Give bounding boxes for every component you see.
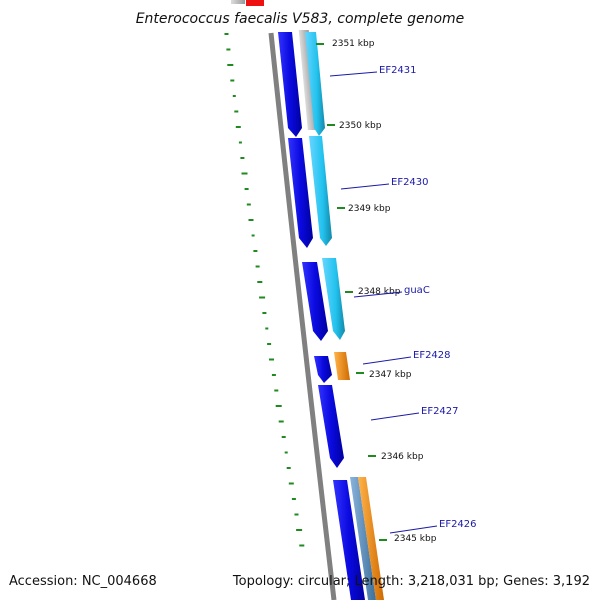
gene-label: EF2426 <box>439 519 477 530</box>
map-title: Enterococcus faecalis V583, complete gen… <box>136 11 465 27</box>
leader-line <box>389 525 438 534</box>
tick-label: 2346 kbp <box>381 452 424 462</box>
grey-feature-top <box>231 0 245 4</box>
tick-2346: 2346 kbp <box>368 452 424 462</box>
gene-EF2428: EF2428 <box>362 350 451 365</box>
tick-2345: 2345 kbp <box>379 534 437 544</box>
forward-cds-4 <box>314 356 332 383</box>
leader-line <box>353 291 403 298</box>
gene-label: EF2431 <box>379 65 417 76</box>
forward-cds-3 <box>302 262 328 341</box>
forward-cds-2 <box>288 138 313 248</box>
tick-label: 2350 kbp <box>339 121 382 131</box>
reverse-strand-track <box>298 30 384 600</box>
leader-line <box>340 183 390 190</box>
tick-label: 2349 kbp <box>348 204 391 214</box>
position-ticks: 2351 kbp 2350 kbp 2349 kbp 2348 kbp 2347… <box>316 39 437 544</box>
leader-line <box>362 356 412 365</box>
reverse-cds-1 <box>305 32 325 136</box>
genome-backbone <box>268 32 337 600</box>
orange-feature-2 <box>358 477 384 600</box>
gene-label: EF2430 <box>391 177 429 188</box>
leader-line <box>329 71 378 77</box>
gene-label: guaC <box>404 285 430 296</box>
orange-feature-1 <box>334 352 350 380</box>
steel-feature-1 <box>350 477 376 600</box>
gene-EF2431: EF2431 <box>329 65 417 77</box>
tick-label: 2348 kbp <box>358 287 401 297</box>
gene-guaC: guaC <box>353 285 430 298</box>
forward-cds-5 <box>318 385 344 468</box>
tick-2350: 2350 kbp <box>327 121 382 131</box>
tick-2351: 2351 kbp <box>316 39 375 49</box>
gene-labels: EF2431 EF2430 guaC EF2428 EF2427 EF2426 <box>329 65 477 534</box>
tick-label: 2351 kbp <box>332 39 375 49</box>
gene-EF2427: EF2427 <box>370 406 459 421</box>
tick-label: 2347 kbp <box>369 370 412 380</box>
red-feature-top <box>246 0 264 6</box>
gene-EF2430: EF2430 <box>340 177 429 190</box>
gene-label: EF2427 <box>421 406 459 417</box>
accession-label: Accession: NC_004668 <box>9 574 157 589</box>
gene-label: EF2428 <box>413 350 451 361</box>
genome-summary: Topology: circular; Length: 3,218,031 bp… <box>232 574 590 589</box>
leader-line <box>370 412 420 421</box>
tick-label: 2345 kbp <box>394 534 437 544</box>
reverse-cds-2 <box>309 136 332 246</box>
forward-cds-6 <box>333 480 365 600</box>
tick-2348: 2348 kbp <box>345 287 401 297</box>
gene-EF2426: EF2426 <box>389 519 477 534</box>
reverse-cds-3 <box>322 258 345 340</box>
forward-strand-track <box>278 32 365 600</box>
forward-cds-1 <box>278 32 302 137</box>
tick-2349: 2349 kbp <box>337 204 391 214</box>
gc-skew-track <box>224 33 305 547</box>
tick-2347: 2347 kbp <box>356 370 412 380</box>
